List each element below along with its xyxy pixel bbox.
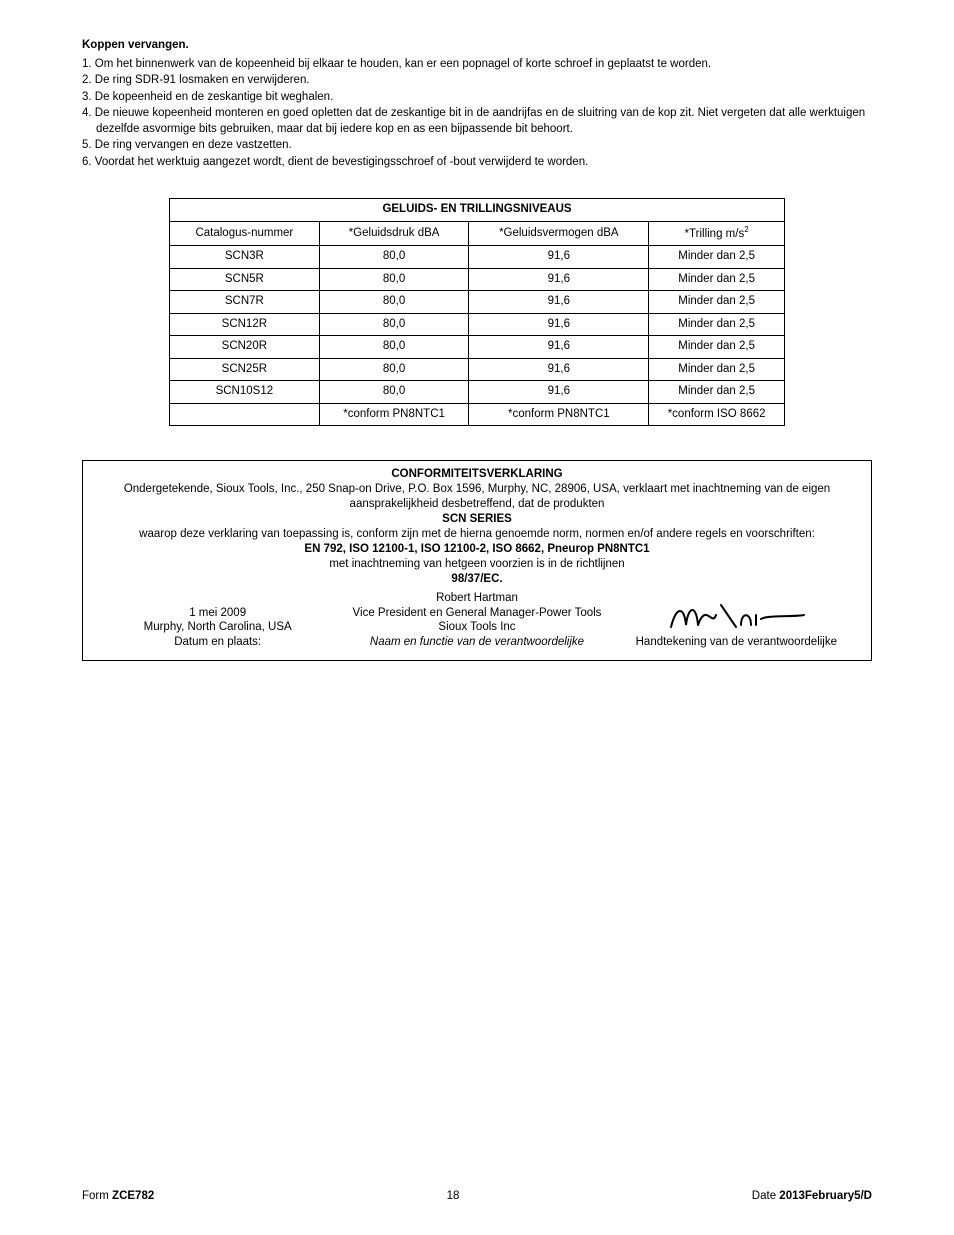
table-cell: Minder dan 2,5 <box>649 268 785 291</box>
conformity-line: met inachtneming van hetgeen voorzien is… <box>93 557 861 572</box>
instructions-list: 1. Om het binnenwerk van de kopeenheid b… <box>82 57 872 171</box>
table-cell: 80,0 <box>319 268 469 291</box>
conformity-declaration: CONFORMITEITSVERKLARING Ondergetekende, … <box>82 460 872 661</box>
table-cell: SCN20R <box>170 336 320 359</box>
page-footer: Form ZCE782 18 Date 2013February5/D <box>82 1189 872 1205</box>
sig-place: Murphy, North Carolina, USA <box>93 620 342 635</box>
table-cell: 91,6 <box>469 313 649 336</box>
table-cell: 91,6 <box>469 291 649 314</box>
table-title: GELUIDS- EN TRILLINGSNIVEAUS <box>170 199 785 222</box>
instruction-item: 2. De ring SDR-91 losmaken en verwijdere… <box>82 73 872 89</box>
instruction-item: 1. Om het binnenwerk van de kopeenheid b… <box>82 57 872 73</box>
footer-right-value: 2013February5/D <box>779 1190 872 1202</box>
table-cell: 80,0 <box>319 381 469 404</box>
signature-icon <box>666 597 806 633</box>
sig-date: 1 mei 2009 <box>93 606 342 621</box>
conformity-title: CONFORMITEITSVERKLARING <box>93 467 861 482</box>
table-cell: 80,0 <box>319 336 469 359</box>
table-cell: Minder dan 2,5 <box>649 313 785 336</box>
table-cell: *conform ISO 8662 <box>649 403 785 426</box>
table-header: *Geluidsdruk dBA <box>319 221 469 245</box>
table-header: *Geluidsvermogen dBA <box>469 221 649 245</box>
signature-row: 1 mei 2009 Murphy, North Carolina, USA D… <box>93 591 861 651</box>
table-cell: 91,6 <box>469 381 649 404</box>
table-cell: Minder dan 2,5 <box>649 336 785 359</box>
signature-block: Handtekening van de verantwoordelijke <box>602 597 861 650</box>
table-cell: 91,6 <box>469 268 649 291</box>
table-cell: SCN12R <box>170 313 320 336</box>
conformity-line: Ondergetekende, Sioux Tools, Inc., 250 S… <box>93 482 861 512</box>
name-function-block: Robert Hartman Vice President en General… <box>352 591 601 651</box>
table-row: SCN20R 80,0 91,6 Minder dan 2,5 <box>170 336 785 359</box>
footer-right: Date 2013February5/D <box>752 1189 872 1205</box>
table-row: SCN12R 80,0 91,6 Minder dan 2,5 <box>170 313 785 336</box>
table-header: Catalogus-nummer <box>170 221 320 245</box>
table-cell: 91,6 <box>469 358 649 381</box>
instruction-item: 3. De kopeenheid en de zeskantige bit we… <box>82 90 872 106</box>
instruction-item: 4. De nieuwe kopeenheid monteren en goed… <box>82 106 872 137</box>
sig-role: Vice President en General Manager-Power … <box>352 606 601 621</box>
table-cell: 80,0 <box>319 245 469 268</box>
sig-dateplace-label: Datum en plaats: <box>93 635 342 650</box>
table-cell: *conform PN8NTC1 <box>469 403 649 426</box>
table-cell: SCN10S12 <box>170 381 320 404</box>
footer-left-value: ZCE782 <box>112 1190 154 1202</box>
table-row: SCN5R 80,0 91,6 Minder dan 2,5 <box>170 268 785 291</box>
footer-left-label: Form <box>82 1190 109 1202</box>
table-footer-row: *conform PN8NTC1 *conform PN8NTC1 *confo… <box>170 403 785 426</box>
conformity-line: waarop deze verklaring van toepassing is… <box>93 527 861 542</box>
table-cell: SCN7R <box>170 291 320 314</box>
table-cell: 91,6 <box>469 245 649 268</box>
table-header: *Trilling m/s2 <box>649 221 785 245</box>
table-cell: Minder dan 2,5 <box>649 291 785 314</box>
table-row: SCN10S12 80,0 91,6 Minder dan 2,5 <box>170 381 785 404</box>
conformity-directive: 98/37/EC. <box>93 572 861 587</box>
footer-right-label: Date <box>752 1190 776 1202</box>
table-cell: SCN3R <box>170 245 320 268</box>
sig-label: Handtekening van de verantwoordelijke <box>612 635 861 650</box>
table-row: SCN3R 80,0 91,6 Minder dan 2,5 <box>170 245 785 268</box>
table-cell: 80,0 <box>319 291 469 314</box>
footer-left: Form ZCE782 <box>82 1189 154 1205</box>
sig-company: Sioux Tools Inc <box>352 620 601 635</box>
table-cell: Minder dan 2,5 <box>649 245 785 268</box>
sig-name: Robert Hartman <box>352 591 601 606</box>
table-cell: 80,0 <box>319 358 469 381</box>
instruction-item: 6. Voordat het werktuig aangezet wordt, … <box>82 155 872 171</box>
conformity-norms: EN 792, ISO 12100-1, ISO 12100-2, ISO 86… <box>93 542 861 557</box>
sound-vibration-table: GELUIDS- EN TRILLINGSNIVEAUS Catalogus-n… <box>169 198 785 426</box>
table-cell: *conform PN8NTC1 <box>319 403 469 426</box>
conformity-series: SCN SERIES <box>93 512 861 527</box>
footer-page-number: 18 <box>154 1189 752 1205</box>
table-row: SCN25R 80,0 91,6 Minder dan 2,5 <box>170 358 785 381</box>
instruction-item: 5. De ring vervangen en deze vastzetten. <box>82 138 872 154</box>
table-cell: SCN5R <box>170 268 320 291</box>
date-place-block: 1 mei 2009 Murphy, North Carolina, USA D… <box>93 606 352 651</box>
table-cell: 80,0 <box>319 313 469 336</box>
table-cell: Minder dan 2,5 <box>649 358 785 381</box>
table-cell: SCN25R <box>170 358 320 381</box>
table-cell: 91,6 <box>469 336 649 359</box>
table-row: SCN7R 80,0 91,6 Minder dan 2,5 <box>170 291 785 314</box>
sig-name-label: Naam en functie van de verantwoordelijke <box>352 635 601 650</box>
table-cell <box>170 403 320 426</box>
table-cell: Minder dan 2,5 <box>649 381 785 404</box>
section-title: Koppen vervangen. <box>82 38 872 54</box>
